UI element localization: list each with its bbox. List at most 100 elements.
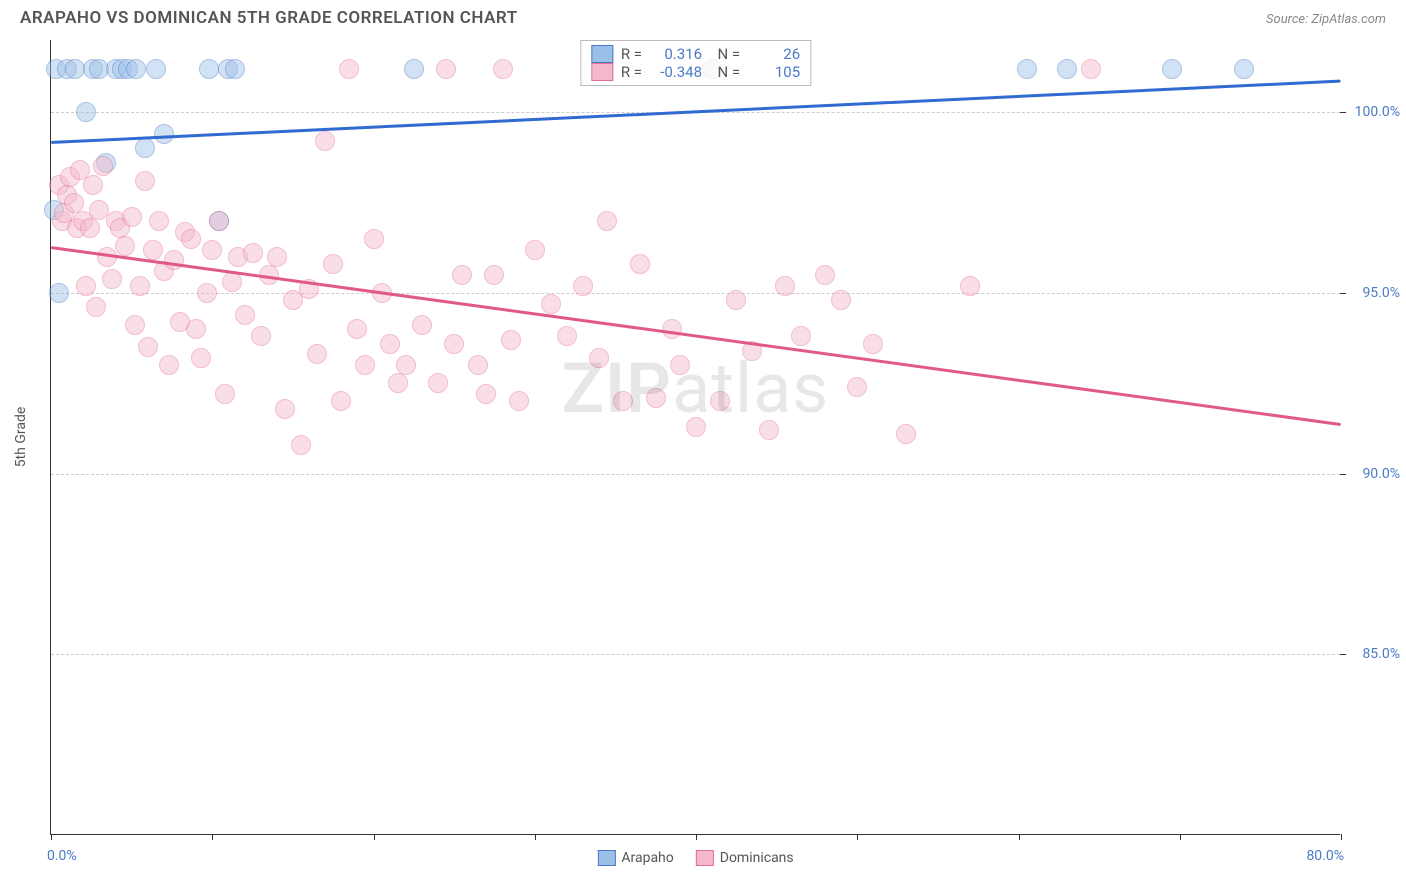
- data-point-dominican: [726, 290, 746, 310]
- y-tick-mark: [1340, 474, 1346, 475]
- data-point-dominican: [215, 384, 235, 404]
- data-point-dominican: [323, 254, 343, 274]
- legend-swatch: [696, 850, 714, 866]
- legend-item: Dominicans: [696, 850, 794, 866]
- data-point-dominican: [347, 319, 367, 339]
- y-tick-label: 100.0%: [1355, 104, 1400, 120]
- data-point-arapaho: [1017, 59, 1037, 79]
- legend-r-value: -0.348: [650, 63, 702, 81]
- data-point-arapaho: [199, 59, 219, 79]
- data-point-dominican: [1081, 59, 1101, 79]
- chart-title: ARAPAHO VS DOMINICAN 5TH GRADE CORRELATI…: [20, 8, 518, 28]
- data-point-arapaho: [1057, 59, 1077, 79]
- data-point-arapaho: [1162, 59, 1182, 79]
- data-point-dominican: [355, 355, 375, 375]
- x-tick-mark: [212, 834, 213, 840]
- data-point-dominican: [164, 250, 184, 270]
- gridline: [51, 474, 1340, 475]
- legend-n-value: 26: [748, 45, 800, 63]
- data-point-dominican: [484, 265, 504, 285]
- data-point-arapaho: [225, 59, 245, 79]
- data-point-dominican: [380, 334, 400, 354]
- y-axis-title: 5th Grade: [13, 407, 29, 468]
- data-point-dominican: [80, 218, 100, 238]
- correlation-legend: R =0.316 N =26R =-0.348 N =105: [580, 40, 811, 86]
- legend-n-value: 105: [748, 63, 800, 81]
- legend-swatch: [597, 850, 615, 866]
- data-point-arapaho: [1234, 59, 1254, 79]
- x-tick-mark: [1341, 834, 1342, 840]
- data-point-arapaho: [154, 124, 174, 144]
- data-point-dominican: [501, 330, 521, 350]
- data-point-dominican: [710, 391, 730, 411]
- x-tick-mark: [374, 834, 375, 840]
- legend-label: Dominicans: [720, 850, 794, 866]
- data-point-dominican: [275, 399, 295, 419]
- trend-line-dominican: [51, 246, 1341, 426]
- data-point-arapaho: [404, 59, 424, 79]
- data-point-dominican: [396, 355, 416, 375]
- data-point-dominican: [222, 272, 242, 292]
- data-point-arapaho: [76, 102, 96, 122]
- data-point-dominican: [122, 207, 142, 227]
- data-point-dominican: [759, 420, 779, 440]
- data-point-dominican: [509, 391, 529, 411]
- data-point-dominican: [815, 265, 835, 285]
- gridline: [51, 293, 1340, 294]
- y-tick-mark: [1340, 293, 1346, 294]
- data-point-dominican: [662, 319, 682, 339]
- data-point-dominican: [138, 337, 158, 357]
- data-point-dominican: [960, 276, 980, 296]
- legend-n-label: N =: [710, 45, 740, 63]
- data-point-dominican: [76, 276, 96, 296]
- data-point-dominican: [83, 175, 103, 195]
- data-point-dominican: [235, 305, 255, 325]
- data-point-dominican: [181, 229, 201, 249]
- data-point-dominican: [525, 240, 545, 260]
- data-point-dominican: [125, 315, 145, 335]
- data-point-dominican: [597, 211, 617, 231]
- data-point-dominican: [102, 269, 122, 289]
- data-point-dominican: [452, 265, 472, 285]
- data-point-dominican: [202, 240, 222, 260]
- data-point-dominican: [307, 344, 327, 364]
- x-axis-max: 80.0%: [1306, 848, 1344, 864]
- data-point-dominican: [388, 373, 408, 393]
- y-tick-mark: [1340, 112, 1346, 113]
- data-point-dominican: [86, 297, 106, 317]
- legend-n-label: N =: [710, 63, 740, 81]
- data-point-dominican: [159, 355, 179, 375]
- data-point-dominican: [267, 247, 287, 267]
- data-point-dominican: [412, 315, 432, 335]
- data-point-dominican: [646, 388, 666, 408]
- data-point-dominican: [186, 319, 206, 339]
- data-point-dominican: [243, 243, 263, 263]
- data-point-dominican: [197, 283, 217, 303]
- legend-swatch-arapaho: [591, 45, 613, 63]
- data-point-dominican: [686, 417, 706, 437]
- data-point-dominican: [863, 334, 883, 354]
- data-point-dominican: [444, 334, 464, 354]
- data-point-dominican: [143, 240, 163, 260]
- data-point-dominican: [364, 229, 384, 249]
- x-tick-mark: [1019, 834, 1020, 840]
- legend-r-label: R =: [621, 63, 642, 81]
- gridline: [51, 654, 1340, 655]
- series-legend: ArapahoDominicans: [597, 850, 793, 866]
- x-tick-mark: [857, 834, 858, 840]
- y-tick-mark: [1340, 654, 1346, 655]
- chart-area: 5th Grade 85.0%90.0%95.0%100.0% ZIPatlas…: [50, 40, 1340, 835]
- data-point-dominican: [493, 59, 513, 79]
- legend-swatch-dominican: [591, 63, 613, 81]
- data-point-dominican: [135, 171, 155, 191]
- data-point-arapaho: [135, 138, 155, 158]
- data-point-dominican: [775, 276, 795, 296]
- x-tick-mark: [535, 834, 536, 840]
- data-point-arapaho: [126, 59, 146, 79]
- data-point-dominican: [831, 290, 851, 310]
- data-point-dominican: [93, 156, 113, 176]
- data-point-dominican: [476, 384, 496, 404]
- plot-region: 85.0%90.0%95.0%100.0%: [51, 40, 1340, 834]
- data-point-dominican: [428, 373, 448, 393]
- x-tick-mark: [1180, 834, 1181, 840]
